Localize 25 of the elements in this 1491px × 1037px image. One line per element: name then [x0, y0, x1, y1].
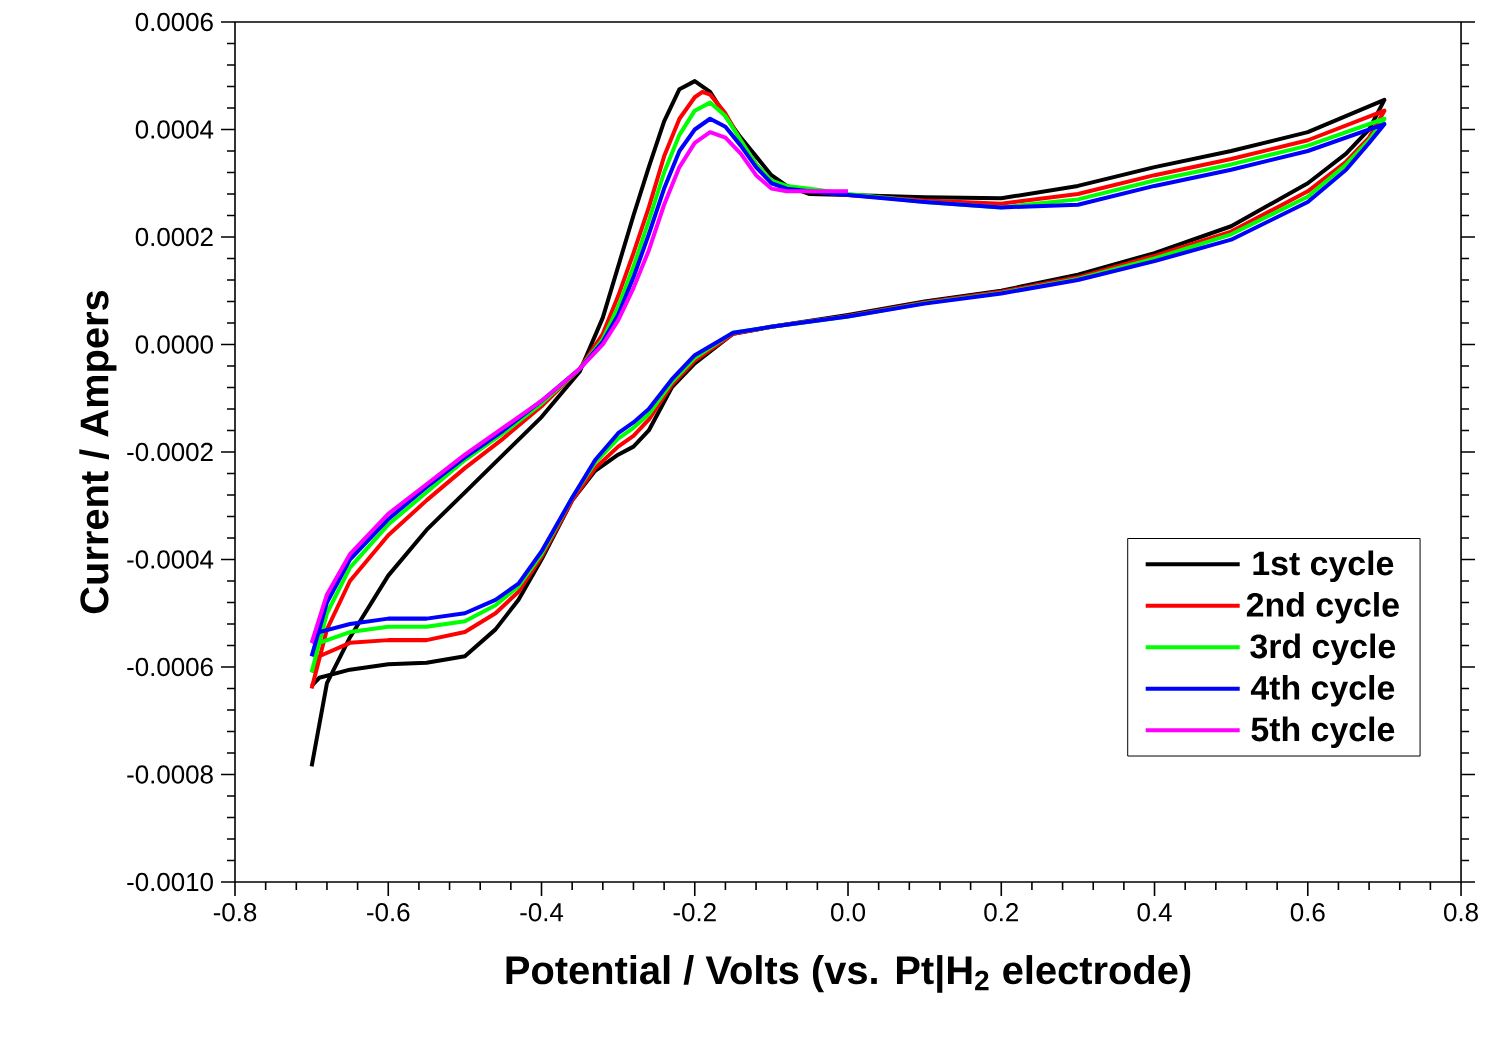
- x-tick-label: 0.4: [1137, 903, 1172, 922]
- x-tick-label: 0.6: [1290, 903, 1325, 922]
- legend-label: 4th cycle: [1250, 675, 1395, 707]
- y-tick-label: 0.0002: [135, 227, 213, 247]
- y-tick-label: -0.0008: [127, 765, 213, 784]
- legend-label: 5th cycle: [1251, 716, 1395, 749]
- y-axis-title: Current / Ampers: [79, 290, 117, 614]
- x-tick-label: -0.6: [367, 903, 410, 922]
- x-tick-label: -0.8: [213, 903, 257, 922]
- y-tick-label: -0.0010: [127, 872, 213, 892]
- y-tick-label: -0.0002: [127, 442, 213, 462]
- x-tick-label: -0.4: [520, 903, 564, 922]
- y-tick-label: 0.0004: [135, 120, 214, 139]
- x-tick-label: 0.0: [831, 903, 866, 922]
- y-tick-label: -0.0004: [127, 550, 214, 569]
- y-tick-label: -0.0006: [127, 657, 213, 677]
- x-axis-title: Potential / Volts (vs. Pt|H$_{2}$ electrode): [506, 955, 1191, 993]
- legend-label: 3rd cycle: [1250, 633, 1396, 666]
- legend-label: 1st cycle: [1253, 550, 1394, 583]
- y-tick-label: 0.0000: [135, 335, 213, 354]
- x-tick-label: 0.2: [984, 903, 1018, 922]
- x-tick-label: 0.8: [1444, 903, 1478, 922]
- y-tick-label: 0.0006: [135, 12, 213, 32]
- x-tick-label: -0.2: [673, 903, 716, 922]
- legend-label: 2nd cycle: [1246, 592, 1399, 624]
